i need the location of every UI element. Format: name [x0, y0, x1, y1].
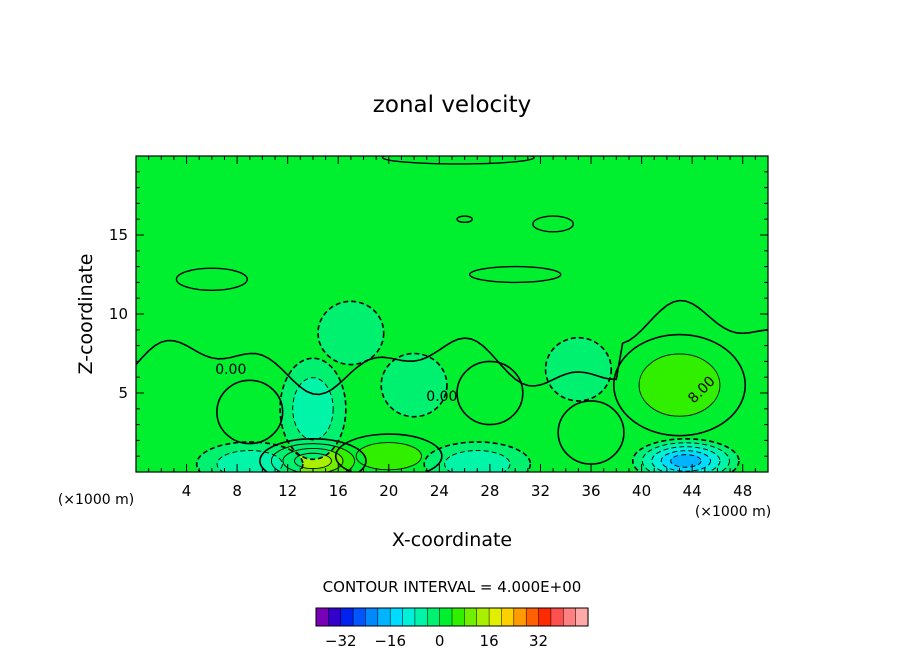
negative-contour-line: [544, 336, 613, 402]
colorbar-swatch: [464, 607, 478, 627]
contour-fill-band: [318, 301, 384, 365]
colorbar-tick-label: 0: [435, 632, 445, 650]
contour-fill-band: [216, 380, 283, 444]
colorbar-swatch: [488, 607, 503, 627]
zero-contour-island: [456, 215, 473, 224]
x-tick-label: 40: [632, 482, 651, 500]
x-axis-label: X-coordinate: [392, 529, 512, 551]
contour-fill-band: [217, 450, 283, 472]
y-tick-label: 10: [109, 305, 128, 323]
colorbar-tick-label: 32: [529, 632, 548, 650]
x-tick-label: 36: [581, 482, 600, 500]
negative-contour-line: [631, 438, 740, 472]
y-tick-label: 5: [118, 384, 128, 402]
colorbar-swatch: [538, 607, 552, 627]
colorbar-swatch: [377, 607, 391, 627]
contour-fill-band: [639, 353, 720, 417]
colorbar-swatch: [451, 607, 465, 627]
negative-contour-line: [641, 442, 730, 472]
contour-label: 0.00: [215, 362, 246, 378]
negative-contour-line: [279, 357, 347, 461]
negative-contour-line: [423, 441, 532, 472]
colorbar-tick-label: −32: [325, 632, 357, 650]
colorbar-swatch: [550, 607, 564, 627]
colorbar-tick-label: −16: [374, 632, 406, 650]
contour-fill-band: [558, 400, 624, 465]
zero-contour-island: [468, 265, 562, 284]
x-unit-right: (×1000 m): [695, 504, 771, 520]
contour-label: 0.00: [426, 389, 457, 405]
positive-contour-line: [270, 443, 355, 472]
x-tick-label: 44: [683, 482, 702, 500]
negative-contour-line: [195, 441, 304, 472]
colorbar-swatch: [439, 607, 453, 627]
negative-contour-line: [660, 450, 711, 472]
contour-fill-band: [457, 361, 523, 425]
x-tick-label: 8: [232, 482, 242, 500]
chart-title: zonal velocity: [373, 92, 531, 118]
colorbar-swatch: [513, 607, 527, 627]
positive-contour-line: [216, 379, 284, 445]
x-unit-left: (×1000 m): [58, 492, 134, 508]
colorbar-swatch: [315, 607, 329, 627]
colorbar-swatch: [340, 607, 354, 627]
negative-contour-line: [216, 450, 283, 472]
colorbar-swatch: [501, 607, 515, 627]
negative-contour-line: [292, 377, 334, 441]
y-axis-label: Z-coordinate: [75, 254, 97, 375]
zero-contour-island: [532, 215, 575, 233]
colorbar-swatch: [525, 607, 540, 627]
x-tick-label: 16: [329, 482, 348, 500]
negative-contour-line: [444, 450, 511, 472]
x-tick-label: 24: [430, 482, 449, 500]
contour-fill-band: [444, 450, 510, 472]
contour-fill-band: [356, 442, 422, 470]
y-tick-label: 15: [109, 226, 128, 244]
x-tick-label: 28: [480, 482, 499, 500]
negative-contour-line: [651, 446, 721, 472]
colorbar-swatch: [414, 607, 428, 627]
contour-interval-text: CONTOUR INTERVAL = 4.000E+00: [323, 578, 582, 596]
x-axis: 4 8 12 16 20 24 28 32 36 40 44 48: [148, 156, 756, 500]
x-tick-label: 48: [733, 482, 752, 500]
positive-contour-line: [259, 438, 367, 472]
colorbar-swatch: [328, 607, 342, 627]
colorbar-swatch: [563, 607, 577, 627]
positive-contour-line: [456, 360, 524, 426]
positive-contour-line: [282, 447, 344, 472]
zero-contour-line: [136, 299, 768, 396]
colorbar-swatch: [575, 607, 589, 627]
colorbar-swatch: [476, 607, 490, 627]
negative-contour-line: [317, 300, 385, 366]
contour-fill-band: [670, 454, 702, 468]
x-tick-label: 4: [182, 482, 192, 500]
x-tick-label: 12: [278, 482, 297, 500]
positive-contour-line: [334, 433, 443, 472]
colorbar-frame: [315, 607, 589, 627]
positive-contour-line: [638, 353, 721, 417]
colorbar-swatch: [402, 607, 416, 627]
colorbar-swatch: [389, 607, 404, 627]
y-axis: 5 10 15: [109, 171, 768, 457]
contour-lines: [136, 156, 768, 472]
colorbar-swatch: [427, 607, 441, 627]
plot-area: [136, 156, 768, 472]
contour-fill-band: [545, 337, 612, 401]
contour-fill-band: [381, 353, 447, 417]
zero-contour-island: [175, 267, 248, 291]
zero-contour-island: [381, 156, 535, 165]
colorbar: −32 −16 0 16 32: [315, 607, 589, 650]
colorbar-swatch: [365, 607, 379, 627]
colorbar-tick-label: 16: [480, 632, 499, 650]
negative-contour-line: [670, 454, 702, 468]
x-tick-label: 20: [379, 482, 398, 500]
colorbar-swatch: [352, 607, 367, 627]
positive-contour-line: [612, 333, 747, 437]
x-tick-label: 32: [531, 482, 550, 500]
negative-contour-line: [380, 352, 448, 418]
